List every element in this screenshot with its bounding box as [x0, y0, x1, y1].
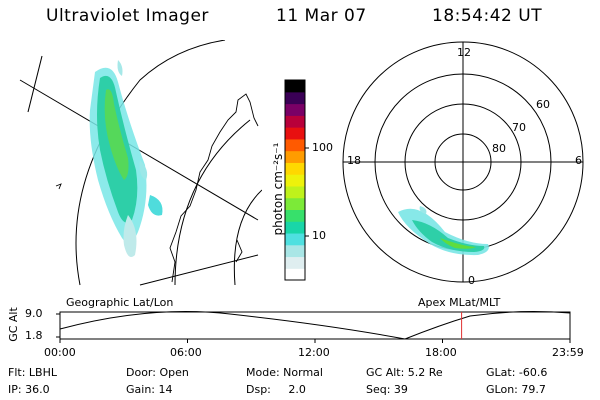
geographic-panel-label: Geographic Lat/Lon	[66, 296, 174, 309]
colorbar-segment	[285, 256, 305, 269]
altitude-ytick-top: 9.0	[25, 307, 43, 320]
altitude-ytick-bottom: 1.8	[25, 329, 43, 342]
colorbar-segment	[285, 185, 305, 199]
colorbar-frame	[284, 79, 306, 281]
colorbar-tick-100: 100	[312, 141, 333, 154]
colorbar-segment	[285, 197, 305, 211]
info-dsp: Dsp: 2.0	[246, 383, 306, 396]
colorbar-segment	[285, 115, 305, 128]
mlt-label-12: 12	[457, 46, 471, 59]
x-tick-1800: 18:00	[425, 346, 457, 359]
colorbar-tick-10: 10	[312, 229, 326, 242]
lat-label-60: 60	[536, 98, 550, 111]
info-gain: Gain: 14	[126, 383, 173, 396]
info-glon: GLon: 79.7	[486, 383, 546, 396]
altitude-track-plot	[56, 311, 571, 343]
colorbar-segment	[285, 221, 305, 234]
mlt-label-18: 18	[347, 154, 361, 167]
coastline	[169, 93, 259, 283]
info-seq: Seq: 39	[366, 383, 408, 396]
colorbar-segment	[285, 244, 305, 258]
geographic-map	[19, 40, 262, 286]
colorbar-segment	[285, 138, 305, 152]
info-mode: Mode: Normal	[246, 366, 323, 379]
colorbar-segment	[285, 91, 305, 105]
colorbar	[285, 80, 305, 281]
mlt-label-6: 6	[575, 154, 582, 167]
apex-panel-label: Apex MLat/MLT	[418, 296, 501, 309]
info-ip: IP: 36.0	[8, 383, 50, 396]
x-tick-0000: 00:00	[44, 346, 76, 359]
info-gc-alt: GC Alt: 5.2 Re	[366, 366, 443, 379]
colorbar-segment	[285, 174, 305, 187]
x-tick-2359: 23:59	[552, 346, 584, 359]
observation-date: 11 Mar 07	[276, 6, 367, 26]
colorbar-segment	[285, 103, 305, 116]
lat-label-80: 80	[492, 142, 506, 155]
colorbar-segment	[285, 127, 305, 140]
info-flt: Flt: LBHL	[8, 366, 57, 379]
info-door: Door: Open	[126, 366, 189, 379]
lat-label-70: 70	[512, 121, 526, 134]
colorbar-segment	[285, 232, 305, 246]
apex-polar-plot	[342, 41, 584, 283]
info-glat: GLat: -60.6	[486, 366, 548, 379]
colorbar-segment	[285, 80, 305, 93]
colorbar-segment	[285, 209, 305, 222]
mlt-label-0: 0	[468, 274, 475, 287]
observation-time: 18:54:42 UT	[432, 6, 543, 26]
x-tick-1200: 12:00	[298, 346, 330, 359]
colorbar-unit-label: photon cm⁻²s⁻¹	[271, 142, 285, 236]
instrument-title: Ultraviolet Imager	[46, 6, 209, 26]
x-tick-0600: 06:00	[170, 346, 202, 359]
colorbar-segment	[285, 268, 305, 281]
colorbar-segment	[285, 150, 305, 163]
altitude-ylabel: GC Alt	[6, 307, 20, 342]
colorbar-segment	[285, 162, 305, 175]
aurora-emission-geo	[89, 60, 163, 258]
aurora-emission-apex	[398, 206, 489, 256]
